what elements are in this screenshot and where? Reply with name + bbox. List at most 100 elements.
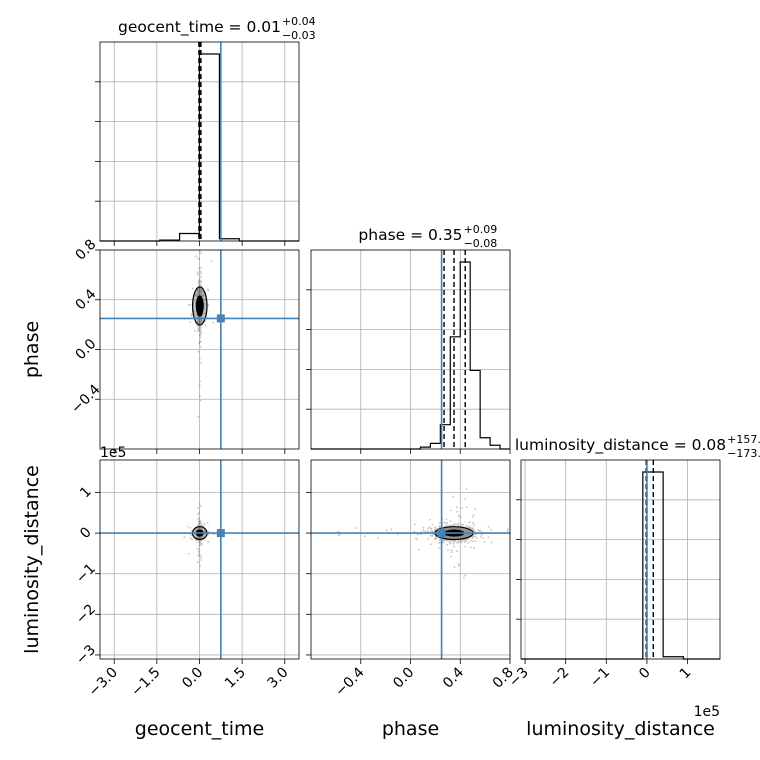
scatter-panel-phase-vs-luminosity-distance-point (469, 526, 471, 529)
scatter-panel-geocent-time-vs-luminosity-distance-point (199, 537, 202, 540)
scatter-panel-geocent-time-vs-luminosity-distance-point (187, 552, 190, 555)
scatter-panel-geocent-time-vs-phase-point (195, 255, 197, 258)
scatter-panel-geocent-time-vs-luminosity-distance-point (199, 537, 202, 540)
scatter-panel-geocent-time-vs-phase-point (198, 287, 201, 290)
scatter-panel-geocent-time-vs-luminosity-distance-point (199, 536, 202, 539)
scatter-panel-geocent-time-vs-phase-point (199, 291, 202, 294)
scatter-panel-geocent-time-vs-phase-point (193, 313, 196, 315)
scatter-panel-geocent-time-vs-phase-point (198, 290, 201, 292)
scatter-panel-phase-vs-luminosity-distance-point (438, 547, 441, 549)
scatter-panel-phase-vs-luminosity-distance-point (449, 527, 452, 530)
scatter-panel-phase-vs-luminosity-distance-point (467, 541, 470, 544)
hist-panel-phase: phase = 0.35 +0.09−0.08 (306, 223, 511, 454)
scatter-panel-geocent-time-vs-luminosity-distance-point (197, 527, 200, 530)
scatter-panel-geocent-time-vs-phase-point (200, 281, 202, 284)
scatter-panel-geocent-time-vs-phase-point (198, 319, 201, 322)
scatter-panel-phase-vs-luminosity-distance-point (469, 546, 472, 549)
scatter-panel-geocent-time-vs-luminosity-distance-point (199, 542, 202, 545)
scatter-panel-phase-vs-luminosity-distance-point (449, 524, 452, 527)
scatter-panel-geocent-time-vs-luminosity-distance-point (199, 536, 201, 539)
scatter-panel-geocent-time-vs-phase-point (207, 304, 210, 307)
scatter-panel-geocent-time-vs-phase-point (199, 395, 201, 398)
scatter-panel-geocent-time-vs-phase-point (199, 292, 202, 295)
scatter-panel-geocent-time-vs-luminosity-distance-xtick-label-0: −3.0 (86, 665, 121, 700)
scatter-panel-geocent-time-vs-luminosity-distance-point (206, 521, 209, 524)
scatter-panel-phase-vs-luminosity-distance-point (473, 530, 476, 533)
scatter-panel-geocent-time-vs-phase-point (198, 292, 201, 295)
scatter-panel-geocent-time-vs-luminosity-distance-point (198, 536, 201, 539)
scatter-panel-geocent-time-vs-phase-point (198, 290, 201, 293)
scatter-panel-phase-vs-luminosity-distance-point (479, 536, 482, 539)
scatter-panel-phase-vs-luminosity-distance-point (438, 521, 441, 524)
scatter-panel-phase-vs-luminosity-distance-point (417, 548, 420, 551)
scatter-panel-geocent-time-vs-luminosity-distance-point (196, 536, 199, 539)
scatter-panel-phase-vs-luminosity-distance-point (355, 527, 358, 529)
scatter-panel-geocent-time-vs-phase-point (199, 290, 202, 293)
scatter-panel-geocent-time-vs-luminosity-distance-point (198, 527, 201, 530)
scatter-panel-geocent-time-vs-phase-point (197, 281, 200, 284)
scatter-panel-phase-vs-luminosity-distance-point (431, 523, 434, 526)
scatter-panel-geocent-time-vs-phase-point (198, 289, 200, 292)
scatter-panel-phase-vs-luminosity-distance-point (447, 524, 450, 527)
scatter-panel-phase-vs-luminosity-distance-point (462, 576, 465, 579)
scatter-panel-geocent-time-vs-phase-point (199, 320, 202, 322)
scatter-panel-geocent-time-vs-phase-point (200, 361, 202, 364)
scatter-panel-geocent-time-vs-luminosity-distance-point (199, 536, 201, 539)
scatter-panel-phase-vs-luminosity-distance-point (453, 536, 456, 539)
scatter-panel-phase-vs-luminosity-distance-point (450, 527, 453, 530)
scatter-panel-phase-vs-luminosity-distance-point (469, 526, 471, 529)
scatter-panel-geocent-time-vs-luminosity-distance-point (198, 536, 201, 539)
scatter-panel-geocent-time-vs-luminosity-distance-point (207, 530, 210, 533)
scatter-panel-geocent-time-vs-phase-point (198, 321, 201, 324)
scatter-panel-geocent-time-vs-phase-point (198, 319, 201, 322)
scatter-panel-geocent-time-vs-luminosity-distance-point (199, 526, 202, 529)
scatter-panel-geocent-time-vs-phase-point (199, 321, 202, 324)
scatter-panel-phase-vs-luminosity-distance-point (454, 540, 456, 543)
scatter-panel-geocent-time-vs-luminosity-distance-point (199, 505, 202, 507)
scatter-panel-geocent-time-vs-luminosity-distance: −3.0 −1.5 0.0 1.5 3.0 −3 −2 −1 0 1 (73, 459, 300, 700)
scatter-panel-phase-vs-luminosity-distance-point (469, 526, 471, 529)
scatter-panel-geocent-time-vs-phase-point (197, 279, 200, 282)
scatter-panel-geocent-time-vs-phase-point (196, 330, 199, 333)
scatter-panel-geocent-time-vs-phase-ytick-label-1: 0.0 (72, 336, 99, 363)
hist-panel-geocent-time: geocent_time = 0.01 +0.04−0.03 (95, 15, 316, 246)
scatter-panel-geocent-time-vs-phase-density-core (195, 295, 204, 317)
scatter-panel-phase-vs-luminosity-distance-point (450, 551, 453, 553)
scatter-panel-geocent-time-vs-luminosity-distance-point (200, 528, 202, 530)
scatter-panel-phase-vs-luminosity-distance-point (442, 539, 445, 542)
scatter-panel-geocent-time-vs-phase-point (199, 289, 202, 292)
scatter-panel-geocent-time-vs-luminosity-distance-point (198, 527, 201, 530)
scatter-panel-geocent-time-vs-luminosity-distance-point (203, 522, 206, 525)
scatter-panel-phase-vs-luminosity-distance-point (433, 530, 435, 533)
scatter-panel-geocent-time-vs-phase-point (199, 280, 201, 283)
scatter-panel-geocent-time-vs-luminosity-distance-point (197, 507, 200, 510)
scatter-panel-phase-vs-luminosity-distance-point (467, 534, 470, 537)
scatter-panel-geocent-time-vs-phase-point (197, 291, 200, 294)
scatter-panel-geocent-time-vs-phase-point (197, 292, 200, 295)
scatter-panel-geocent-time-vs-luminosity-distance-point (197, 561, 199, 564)
scatter-panel-phase-vs-luminosity-distance-point (464, 540, 467, 542)
scatter-panel-geocent-time-vs-phase-point (197, 273, 200, 276)
scatter-panel-geocent-time-vs-phase-point (200, 280, 203, 283)
scatter-panel-geocent-time-vs-phase-point (198, 293, 201, 296)
scatter-panel-phase-vs-luminosity-distance-point (337, 530, 340, 533)
scatter-panel-phase-vs-luminosity-distance-point (453, 527, 456, 530)
scatter-panel-phase-vs-luminosity-distance-point (462, 534, 465, 537)
scatter-panel-geocent-time-vs-phase-point (187, 304, 190, 306)
scatter-panel-phase-vs-luminosity-distance-point (449, 528, 452, 530)
scatter-panel-geocent-time-vs-luminosity-distance-point (203, 530, 206, 533)
scatter-panel-geocent-time-vs-luminosity-distance-point (189, 537, 192, 540)
hist-panel-luminosity-distance-xtick-label-3: 0 (636, 665, 654, 683)
scatter-panel-geocent-time-vs-phase-point (199, 399, 202, 402)
scatter-panel-geocent-time-vs-luminosity-distance-point (199, 537, 201, 539)
scatter-panel-phase-vs-luminosity-distance-point (453, 566, 456, 569)
scatter-panel-geocent-time-vs-luminosity-distance-point (194, 529, 197, 532)
scatter-panel-geocent-time-vs-phase-point (199, 291, 201, 294)
scatter-panel-phase-vs-luminosity-distance-point (434, 536, 437, 538)
scatter-panel-geocent-time-vs-luminosity-distance-point (200, 523, 202, 526)
scatter-panel-geocent-time-vs-phase-point (198, 341, 201, 344)
scatter-panel-phase-vs-luminosity-distance-point (466, 526, 469, 529)
scatter-panel-geocent-time-vs-luminosity-distance-point (199, 528, 202, 530)
scatter-panel-phase-vs-luminosity-distance-point (465, 488, 468, 490)
scatter-panel-geocent-time-vs-luminosity-distance-point (198, 536, 201, 539)
